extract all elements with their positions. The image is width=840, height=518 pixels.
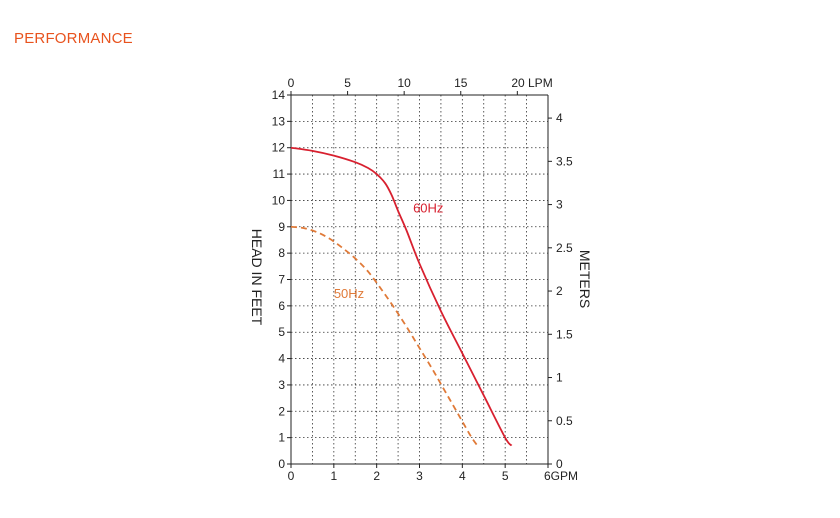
series-line-60hz: [290, 146, 513, 447]
series-lines: [290, 146, 513, 447]
y-tick-label: 9: [278, 220, 285, 234]
series-label-60hz: 60Hz: [413, 200, 443, 215]
x-tick-label: 6GPM: [544, 469, 578, 483]
y-tick-label: 14: [272, 88, 286, 102]
x-tick-label: 4: [459, 469, 466, 483]
y2-tick-label: 4: [556, 111, 563, 125]
y-tick-label: 8: [278, 246, 285, 260]
x-tick-label: 1: [330, 469, 337, 483]
x-axis-tick-labels: 0 1 2 3 4 5 6GPM: [288, 469, 578, 483]
axis-ticks: [287, 91, 552, 468]
page-heading: PERFORMANCE: [14, 30, 133, 47]
y2-axis-tick-labels: 0 0.5 1 1.5 2 2.5 3 3.5 4: [556, 111, 573, 471]
y2-tick-label: 0: [556, 457, 563, 471]
y-tick-label: 6: [278, 299, 285, 313]
y-tick-label: 0: [278, 457, 285, 471]
x2-tick-label: 10: [397, 76, 411, 90]
y-tick-label: 7: [278, 273, 285, 287]
x2-tick-label: 5: [344, 76, 351, 90]
series-label-50hz: 50Hz: [334, 286, 364, 301]
y2-tick-label: 1.5: [556, 327, 573, 341]
x2-tick-label: 20 LPM: [511, 76, 552, 90]
y-tick-label: 10: [272, 193, 286, 207]
y-tick-label: 5: [278, 325, 285, 339]
y2-tick-label: 3.5: [556, 154, 573, 168]
y2-axis-title: METERS: [577, 250, 593, 308]
y2-tick-label: 2: [556, 284, 563, 298]
x2-tick-label: 15: [454, 76, 468, 90]
x-tick-label: 2: [373, 469, 380, 483]
y-tick-label: 13: [272, 114, 286, 128]
x-tick-label: 5: [502, 469, 509, 483]
y-tick-label: 3: [278, 378, 285, 392]
y-tick-label: 4: [278, 352, 285, 366]
y-tick-label: 12: [272, 141, 286, 155]
x2-tick-label: 0: [288, 76, 295, 90]
y-tick-label: 2: [278, 404, 285, 418]
x2-axis-tick-labels: 0 5 10 15 20 LPM: [288, 76, 553, 90]
y-axis-title: HEAD IN FEET: [249, 229, 265, 326]
series-line-50hz: [290, 225, 479, 447]
y2-tick-label: 2.5: [556, 241, 573, 255]
y2-tick-label: 3: [556, 198, 563, 212]
y2-tick-label: 1: [556, 371, 563, 385]
series-labels: 60Hz 50Hz: [334, 200, 444, 301]
y-tick-label: 1: [278, 431, 285, 445]
x-tick-label: 0: [288, 469, 295, 483]
y2-tick-label: 0.5: [556, 414, 573, 428]
x-tick-label: 3: [416, 469, 423, 483]
y-tick-label: 11: [273, 167, 286, 181]
chart-grid: [291, 95, 548, 464]
